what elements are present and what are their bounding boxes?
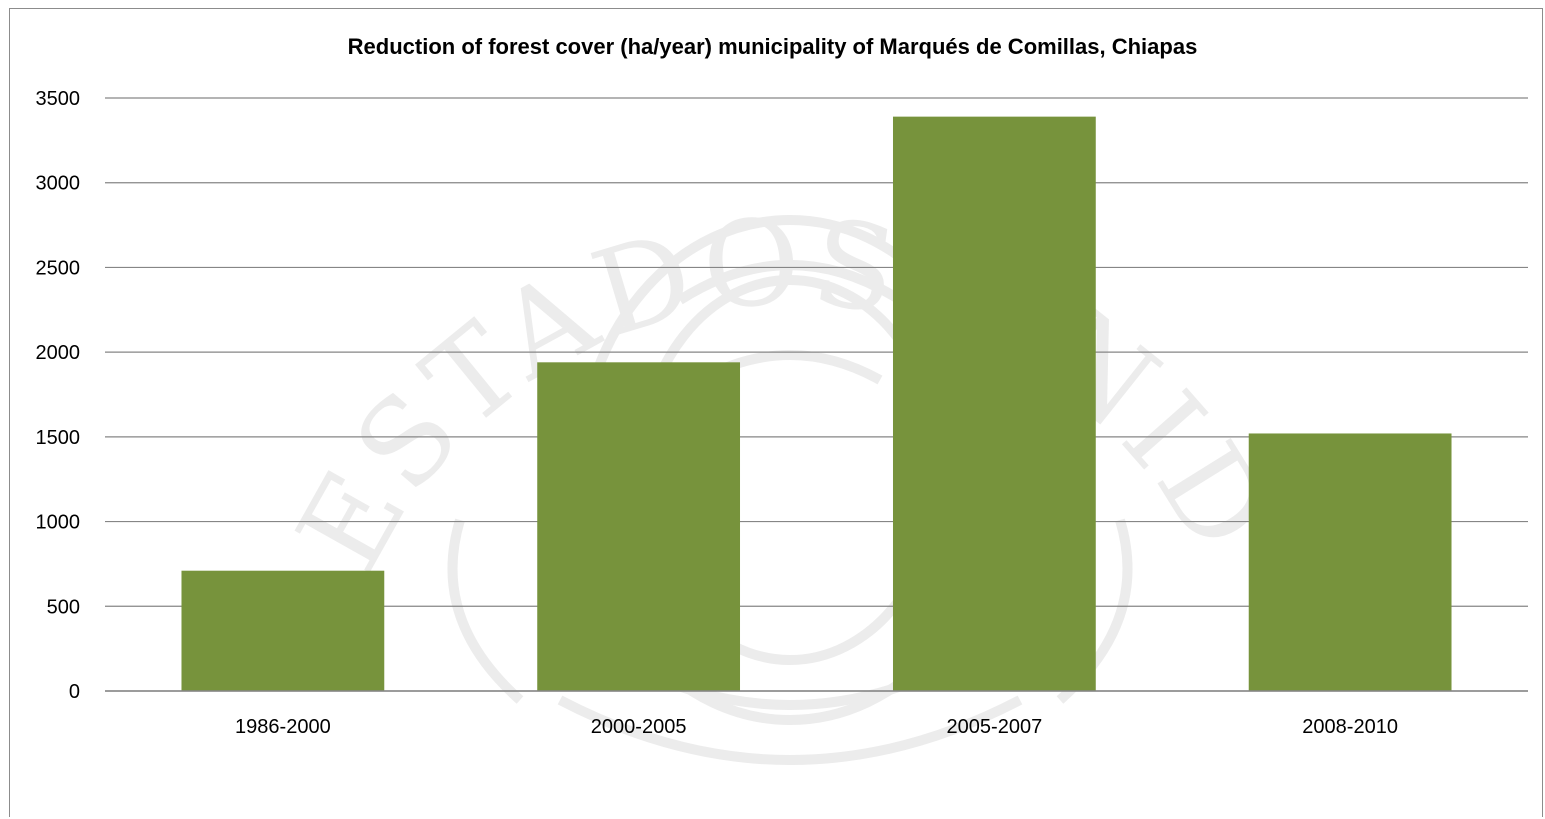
y-tick-label: 1000 [36,512,81,534]
x-tick-label: 2008-2010 [1302,716,1398,738]
y-tick-label: 1500 [36,427,81,449]
y-tick-label: 500 [47,596,80,618]
y-tick-label: 2000 [36,342,81,364]
y-tick-label: 2500 [36,257,81,279]
chart-title: Reduction of forest cover (ha/year) muni… [347,34,1198,59]
bar-2000-2005 [537,362,741,691]
y-tick-label: 0 [69,681,80,703]
bar-1986-2000 [181,570,385,691]
x-tick-label: 2005-2007 [947,716,1043,738]
bar-2008-2010 [1248,433,1452,691]
y-tick-label: 3500 [36,88,81,110]
bar-2005-2007 [892,116,1096,691]
x-tick-label: 2000-2005 [591,716,687,738]
x-tick-label: 1986-2000 [235,716,331,738]
y-tick-label: 3000 [36,173,81,195]
